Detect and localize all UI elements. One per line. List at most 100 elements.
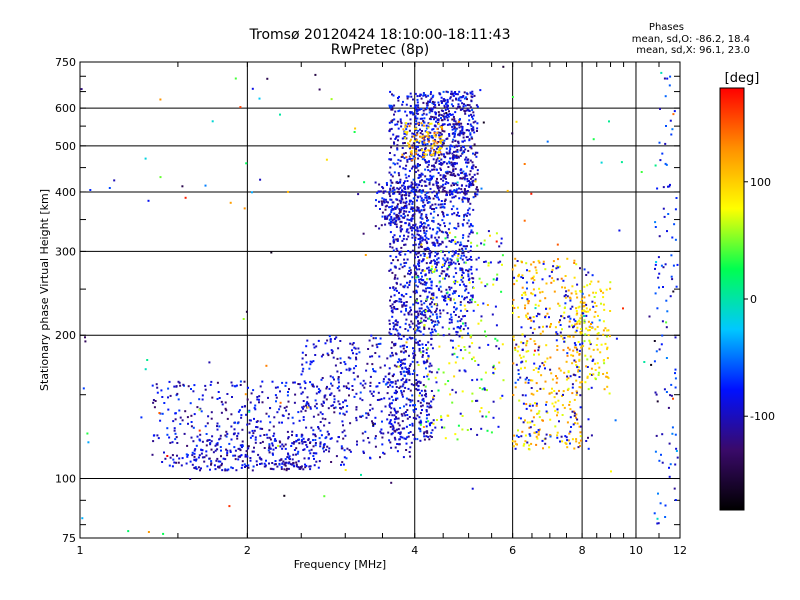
data-point [583,301,586,304]
data-point [454,236,457,239]
data-point [476,378,479,381]
data-point [398,174,401,177]
data-point [454,140,457,142]
data-point [422,238,425,241]
data-point [419,135,421,138]
data-point [406,160,409,163]
data-point [434,323,436,326]
data-point [304,382,307,384]
data-point [477,322,480,325]
data-point [381,186,384,188]
data-point [585,327,588,330]
data-point [185,453,188,456]
data-point [458,326,461,329]
data-point [390,215,393,218]
data-point [433,270,436,273]
data-point [559,440,561,443]
data-point [391,428,394,431]
data-point [389,90,392,93]
data-point [495,232,498,235]
data-point [454,251,457,254]
data-point [89,189,92,191]
data-point [526,441,529,444]
data-point [453,212,456,215]
data-point [272,448,275,451]
data-point [465,296,468,299]
data-point [295,440,298,443]
data-point [450,161,453,164]
data-point [462,328,465,331]
data-point [425,184,428,187]
data-point [404,202,407,205]
data-point [435,180,438,183]
data-point [575,390,578,393]
data-point [661,461,664,464]
data-point [474,195,477,198]
data-point [347,356,350,359]
data-point [448,222,451,225]
data-point [435,147,438,150]
data-point [517,429,519,432]
data-point [420,225,423,227]
data-point [423,135,426,138]
data-point [418,344,421,346]
data-point [397,334,400,337]
data-point [452,105,455,108]
data-point [450,316,453,319]
data-point [571,410,574,413]
data-point [370,392,373,395]
data-point [400,391,403,394]
data-point [660,71,663,74]
data-point [431,270,434,273]
data-point [412,207,415,210]
data-point [389,198,392,201]
data-point [434,140,437,143]
data-point [414,243,417,246]
data-point [425,287,428,290]
data-point [475,155,478,158]
data-point [576,366,579,369]
data-point [464,148,467,151]
data-point [199,433,202,436]
data-point [525,407,528,410]
data-point [338,389,341,392]
data-point [315,392,318,395]
data-point [423,180,426,183]
data-point [438,113,441,116]
data-point [173,429,176,432]
data-point [661,334,664,337]
data-point [306,339,309,342]
data-point [468,232,471,235]
data-point [471,129,474,132]
data-point [196,406,199,409]
data-point [461,108,464,111]
data-point [439,174,442,177]
data-point [558,367,561,370]
data-point [558,389,560,392]
data-point [544,316,547,319]
data-point [419,412,422,415]
data-point [423,432,425,435]
data-point [563,295,566,298]
data-point [398,252,401,255]
data-point [393,409,396,412]
data-point [423,255,426,257]
data-point [420,217,423,220]
data-point [453,150,455,153]
data-point [206,422,209,425]
data-point [523,443,526,446]
data-point [602,291,605,294]
data-point [402,237,405,240]
data-point [416,186,419,189]
data-point [408,354,410,357]
data-point [433,143,436,146]
data-point [409,404,411,407]
data-point [427,133,430,136]
data-point [245,162,248,165]
data-point [423,302,426,305]
data-point [241,464,244,467]
data-point [432,228,435,231]
data-point [405,309,407,312]
data-point [395,225,398,228]
data-point [459,108,462,111]
